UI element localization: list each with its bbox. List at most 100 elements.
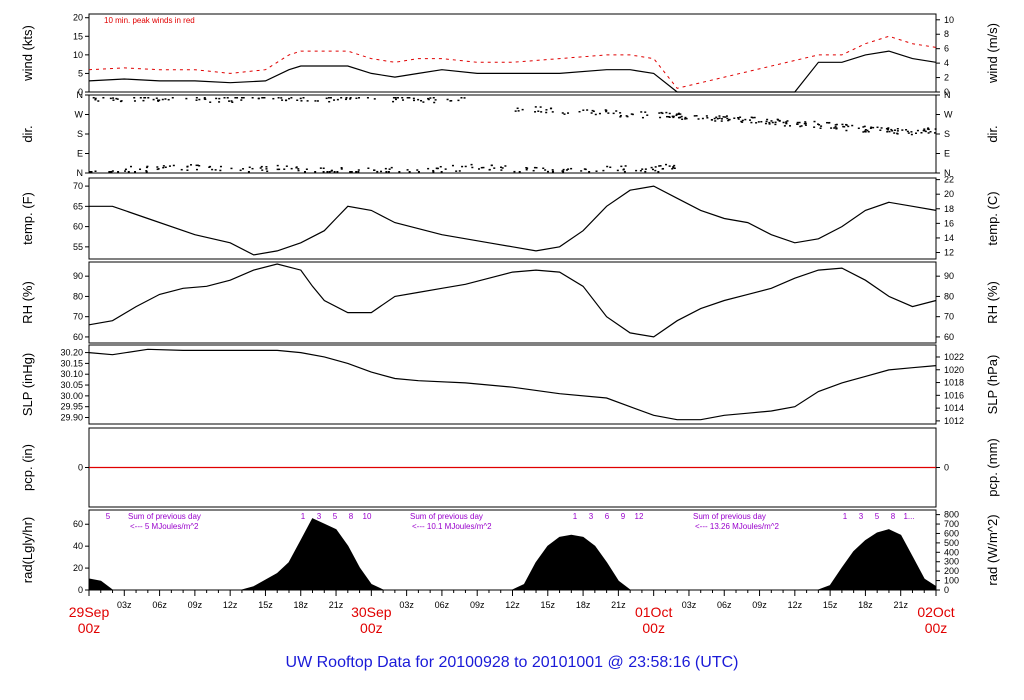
dir-point [260, 165, 263, 168]
dir-point [804, 122, 807, 125]
series-line-temp [89, 185, 937, 256]
dir-point [927, 128, 930, 131]
dir-point [458, 170, 461, 172]
dir-point [677, 113, 680, 115]
dir-point [774, 123, 777, 126]
y-axis-label-right: dir. [985, 125, 1000, 142]
dir-point [620, 165, 623, 168]
x-tick-label: 18z [576, 600, 591, 610]
tick-label-right: 90 [944, 271, 954, 281]
dir-point [672, 116, 675, 119]
tick-label-right: 1022 [944, 352, 964, 362]
y-axis-label-right: pcp. (mm) [985, 438, 1000, 497]
dir-point [607, 112, 610, 114]
dir-point [208, 166, 211, 168]
dir-point [257, 97, 260, 100]
dir-point [693, 115, 696, 117]
dir-point [234, 97, 237, 99]
dir-point [727, 119, 730, 121]
dir-point [635, 169, 638, 172]
dir-point [436, 167, 439, 170]
dir-point [891, 130, 894, 132]
dir-point [799, 125, 802, 128]
tick-label-left: E [77, 149, 83, 159]
dir-point [513, 170, 516, 173]
dir-point [493, 167, 496, 169]
dir-point [671, 168, 674, 170]
dir-point [671, 115, 674, 118]
hour-marker: 3 [859, 512, 864, 521]
dir-point [299, 97, 302, 100]
dir-point [864, 129, 867, 131]
tick-label-left: 70 [73, 181, 83, 191]
dir-point [562, 168, 565, 171]
dir-point [203, 97, 206, 99]
dir-point [896, 132, 899, 135]
dir-point [675, 114, 678, 117]
tick-label-left: 30.00 [60, 391, 83, 401]
dir-point [117, 171, 120, 173]
series-line-mean [88, 50, 937, 93]
dir-point [615, 110, 618, 112]
dir-point [658, 112, 661, 114]
dir-point [901, 129, 904, 131]
dir-point [500, 169, 503, 171]
dir-point [525, 168, 528, 171]
dir-point [796, 123, 799, 126]
dir-point [623, 170, 626, 173]
dir-point [933, 132, 936, 134]
dir-point [586, 109, 589, 111]
dir-point [539, 106, 542, 108]
dir-point [534, 106, 537, 108]
dir-point [864, 131, 867, 133]
dir-point [319, 167, 322, 169]
x-tick-label: 09z [752, 600, 767, 610]
dir-point [631, 113, 634, 116]
dir-point [401, 97, 404, 99]
panel-temp: temp. (F) temp. (C) 55 60 65 70 12 14 16 18 20 22 [20, 175, 1000, 260]
dir-point [204, 98, 207, 101]
dir-point [112, 97, 115, 99]
dir-point [350, 171, 353, 173]
dir-point [770, 120, 773, 122]
dir-point [168, 165, 171, 167]
dir-point [464, 165, 467, 168]
dir-point [461, 165, 464, 168]
dir-point [214, 169, 217, 171]
dir-point [376, 170, 379, 173]
tick-label-left: 29.95 [60, 402, 83, 412]
hour-marker: 8 [349, 512, 354, 521]
dir-point [109, 171, 112, 173]
dir-point [867, 131, 870, 133]
dir-point [785, 122, 788, 125]
dir-point [741, 119, 744, 122]
dir-point [366, 97, 369, 99]
tick-label-left: 80 [73, 291, 83, 301]
dir-point [612, 112, 615, 115]
dir-point [526, 167, 529, 169]
dir-point [110, 171, 113, 173]
dir-point [654, 169, 657, 172]
dir-point [771, 121, 774, 124]
dir-point [305, 168, 308, 170]
daily-sum-value: <--- 13.26 MJoules/m^2 [695, 522, 780, 531]
dir-point [380, 170, 383, 173]
dir-point [218, 101, 221, 103]
tick-label-left: 5 [78, 68, 83, 78]
dir-point [433, 101, 436, 104]
panel-frame [88, 344, 937, 425]
dir-point [460, 97, 463, 99]
dir-point [161, 98, 164, 101]
dir-point [211, 168, 214, 171]
dir-point [297, 169, 300, 172]
hour-marker: 1 [573, 512, 578, 521]
dir-point [218, 97, 221, 100]
tick-label-left: N [77, 90, 84, 100]
dir-point [863, 125, 866, 128]
dir-point [668, 165, 671, 167]
dir-point [398, 171, 401, 173]
tick-label-right: 0 [944, 585, 949, 595]
dir-point [89, 171, 92, 173]
y-axis-label-right: wind (m/s) [985, 23, 1000, 84]
dir-point [392, 100, 395, 103]
